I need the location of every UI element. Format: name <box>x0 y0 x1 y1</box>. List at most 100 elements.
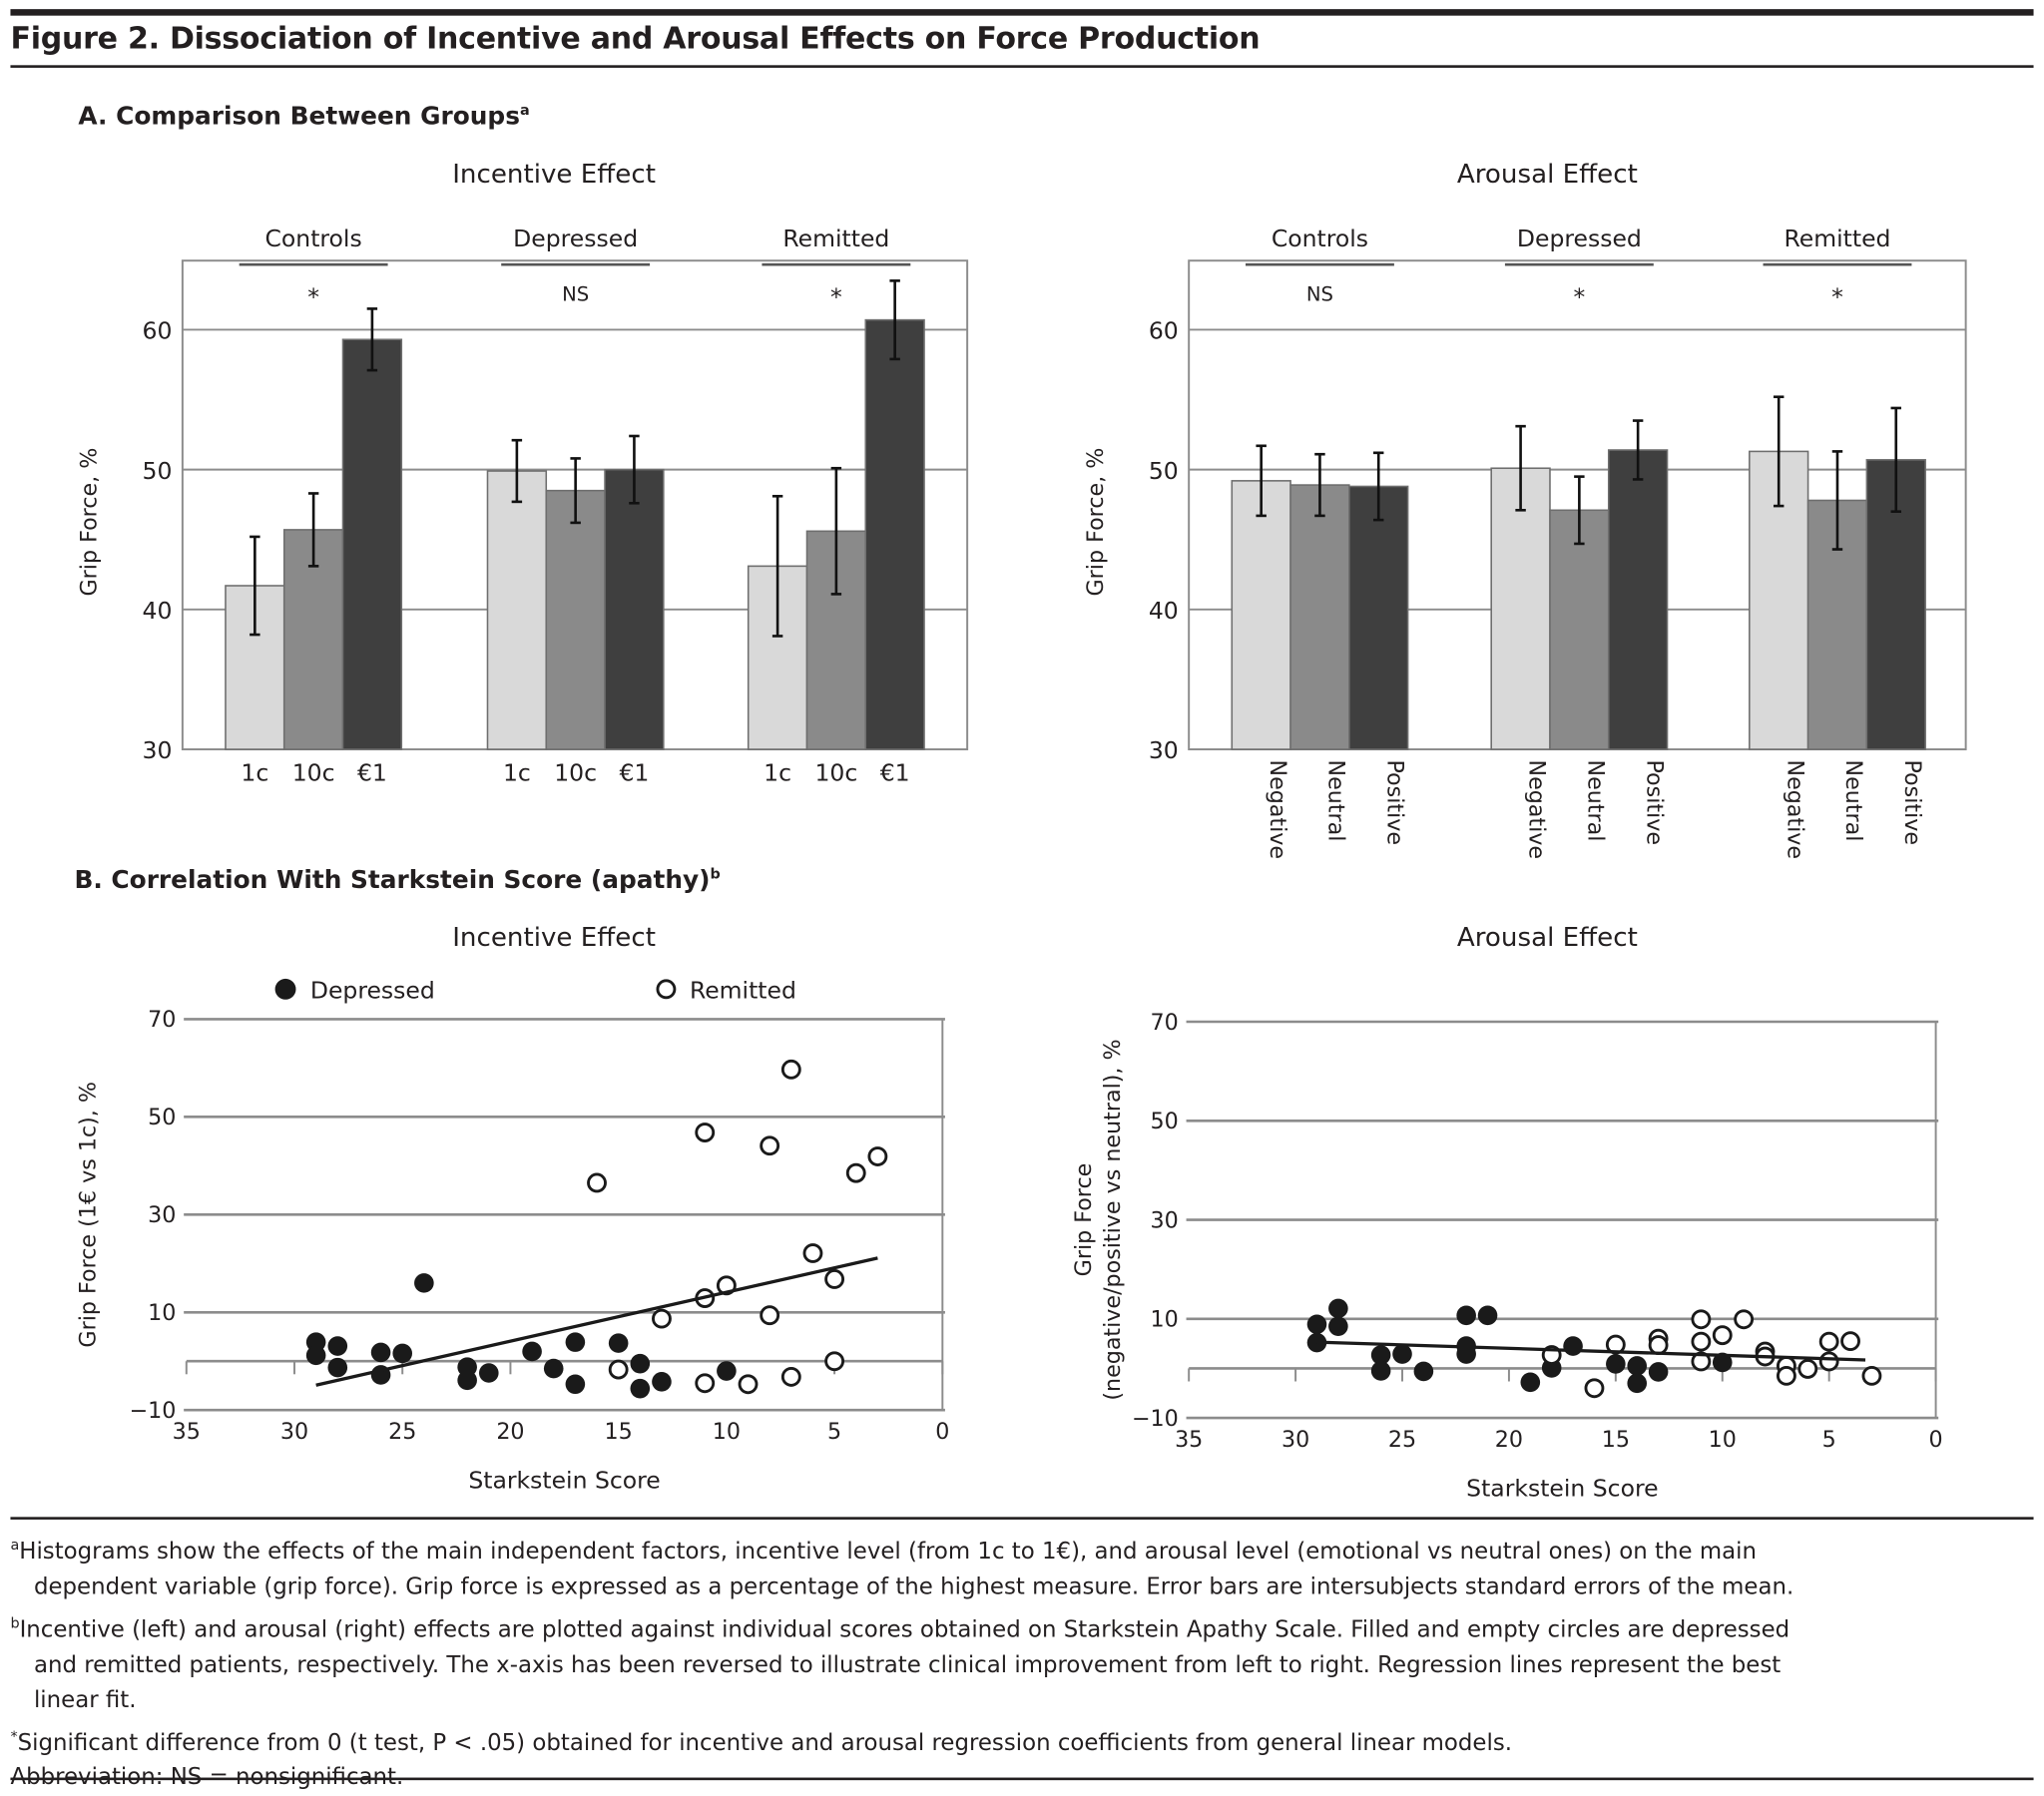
y-axis-label: Grip Force (1€ vs 1c), % <box>75 1082 101 1348</box>
footnote-b-line3: linear fit. <box>33 1686 137 1714</box>
x-tick-label: 35 <box>1175 1427 1203 1453</box>
x-tick-label: 0 <box>935 1419 949 1445</box>
remitted-point <box>1840 1331 1860 1352</box>
remitted-point <box>802 1243 823 1263</box>
x-tick-label: 30 <box>280 1419 308 1445</box>
scatter-arousal-title: Arousal Effect <box>1456 921 1638 953</box>
y-tick-label: 10 <box>1150 1307 1178 1333</box>
section-a-sup: a <box>519 101 530 119</box>
remitted-point <box>1648 1335 1669 1356</box>
depressed-point <box>1306 1314 1327 1335</box>
footnote-a-sup: a <box>10 1536 20 1554</box>
significance-label: * <box>1573 283 1585 311</box>
remitted-point <box>695 1373 716 1394</box>
y-tick-label: 30 <box>143 736 173 764</box>
x-tick-label: 10c <box>292 758 335 786</box>
y-tick-label: −10 <box>1132 1406 1179 1432</box>
depressed-point <box>1328 1298 1348 1319</box>
significance-label: * <box>307 283 319 311</box>
title-rule <box>10 65 2034 68</box>
depressed-point <box>522 1341 542 1362</box>
depressed-point <box>1648 1362 1669 1382</box>
y-axis-label-line2: (negative/positive vs neutral), % <box>1100 1039 1126 1400</box>
remitted-point <box>1776 1365 1796 1386</box>
remitted-point <box>587 1172 607 1193</box>
depressed-point <box>327 1357 348 1378</box>
bar-Neutral <box>1549 509 1610 750</box>
bar-Negative <box>1490 467 1551 750</box>
regression-line <box>315 1256 878 1387</box>
y-tick-label: 70 <box>148 1007 176 1033</box>
depressed-point <box>1712 1352 1733 1373</box>
depressed-point <box>1477 1305 1498 1326</box>
significance-label: NS <box>1306 283 1333 306</box>
section-b-label: B. Correlation With Starkstein Score (ap… <box>74 865 711 895</box>
group-label: Remitted <box>1784 224 1890 252</box>
footnote-a: aHistograms show the effects of the main… <box>10 1536 2017 1605</box>
x-tick-label: Positive <box>1641 759 1667 845</box>
bottom-rule <box>10 1777 2034 1780</box>
footnote-a-line2: dependent variable (grip force). Grip fo… <box>33 1573 1794 1600</box>
x-tick-label: €1 <box>619 758 649 786</box>
footnote-b-line1: Incentive (left) and arousal (right) eff… <box>19 1616 1790 1643</box>
depressed-point <box>608 1333 629 1353</box>
depressed-point <box>1370 1361 1391 1381</box>
x-tick-label: Neutral <box>1840 759 1866 841</box>
x-tick-label: Positive <box>1899 759 1925 845</box>
remitted-point <box>1712 1325 1733 1346</box>
y-axis-label-line1: Grip Force <box>1071 1163 1097 1277</box>
depressed-point <box>1563 1336 1583 1356</box>
y-tick-label: 60 <box>1149 317 1179 345</box>
y-tick-label: 10 <box>148 1300 176 1326</box>
x-tick-label: 0 <box>1929 1427 1943 1453</box>
footnote-b: bIncentive (left) and arousal (right) ef… <box>10 1614 2017 1718</box>
x-tick-label: €1 <box>357 758 387 786</box>
x-tick-label: Positive <box>1381 759 1407 845</box>
x-tick-label: 10 <box>713 1419 741 1445</box>
bar-1c <box>486 470 548 750</box>
x-tick-label: €1 <box>880 758 910 786</box>
bar-Positive <box>1607 449 1669 750</box>
x-tick-label: 20 <box>496 1419 524 1445</box>
y-axis-label: Grip Force, % <box>77 448 103 597</box>
y-tick-label: 50 <box>1150 1109 1178 1134</box>
depressed-point <box>717 1361 737 1381</box>
y-tick-label: 70 <box>1150 1010 1178 1036</box>
significance-label: NS <box>562 283 589 306</box>
remitted-point <box>867 1146 888 1166</box>
y-tick-label: 60 <box>143 317 173 345</box>
y-tick-label: 50 <box>143 457 173 485</box>
legend-depressed-label: Depressed <box>310 976 435 1004</box>
x-tick-label: 5 <box>1822 1427 1836 1453</box>
depressed-point <box>457 1370 477 1391</box>
group-label: Depressed <box>1517 224 1642 252</box>
depressed-point <box>630 1378 651 1399</box>
remitted-point <box>1818 1331 1839 1352</box>
legend-remitted-label: Remitted <box>690 976 796 1004</box>
depressed-point <box>565 1332 586 1352</box>
y-tick-label: 40 <box>143 597 173 625</box>
legend-depressed-marker <box>274 978 296 1000</box>
footnote-rule <box>10 1517 2034 1520</box>
y-axis-label: Grip Force, % <box>1083 448 1109 597</box>
depressed-point <box>1456 1305 1476 1326</box>
scatter-incentive-title: Incentive Effect <box>452 921 656 953</box>
bar-€1 <box>341 338 403 750</box>
remitted-point <box>780 1059 801 1080</box>
x-tick-label: 20 <box>1495 1427 1523 1453</box>
bar-Positive <box>1348 485 1409 750</box>
depressed-point <box>543 1358 564 1379</box>
x-axis-label: Starkstein Score <box>1466 1474 1658 1502</box>
remitted-point <box>1734 1309 1755 1330</box>
footnote-star-sup: * <box>10 1727 18 1745</box>
y-tick-label: 50 <box>1149 457 1179 485</box>
x-tick-label: 1c <box>764 758 791 786</box>
remitted-point <box>608 1359 629 1380</box>
footnote-a-line1: Histograms show the effects of the main … <box>19 1539 1757 1566</box>
bar-€1 <box>864 318 925 750</box>
bar-Negative <box>1231 480 1291 750</box>
y-tick-label: 30 <box>1149 736 1179 764</box>
x-tick-label: 15 <box>1602 1427 1630 1453</box>
section-a-label: A. Comparison Between Groups <box>78 102 520 132</box>
legend-remitted-marker <box>656 979 677 1000</box>
